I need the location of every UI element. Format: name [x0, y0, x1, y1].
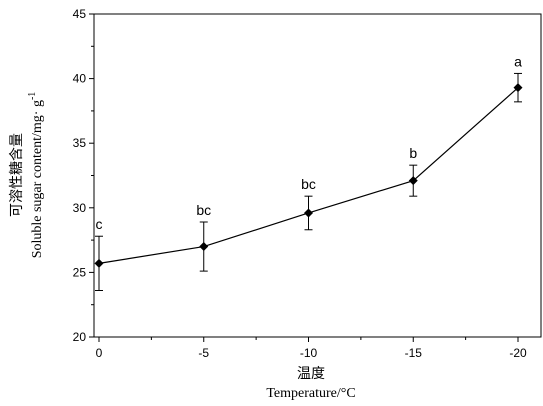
- y-tick-labels: 20 25 30 35 40 45: [73, 7, 87, 344]
- data-point-diamond: [408, 176, 418, 186]
- data-point-diamond: [304, 208, 313, 218]
- y-tick-label: 20: [73, 330, 87, 344]
- y-axis-title-superscript: -1: [27, 92, 38, 100]
- axes: [89, 13, 542, 342]
- significance-label: bc: [301, 176, 316, 192]
- y-axis-title: Soluble sugar content/mg· g-1: [27, 92, 45, 259]
- y-axis-title-main: Soluble sugar content/mg· g: [30, 100, 45, 258]
- x-tick-labels: 0 -5 -10 -15 -20: [96, 346, 527, 360]
- x-axis-title: Temperature/°C: [266, 386, 355, 401]
- y-tick-label: 35: [73, 136, 87, 150]
- significance-label: a: [514, 53, 522, 69]
- data-point-diamond: [199, 242, 209, 252]
- data-point-diamond: [94, 258, 104, 268]
- y-tick-label: 25: [73, 265, 87, 279]
- x-tick-label: -5: [198, 346, 209, 360]
- plot-frame: [93, 13, 542, 338]
- x-axis-title-cn: 温度: [297, 366, 325, 382]
- significance-label: bc: [196, 202, 211, 218]
- x-tick-label: -10: [300, 346, 318, 360]
- significance-label: b: [409, 145, 417, 161]
- y-tick-label: 40: [73, 72, 87, 86]
- significance-label: c: [96, 216, 103, 232]
- data-point-diamond: [513, 83, 523, 93]
- series-layer: c bc bc b a: [94, 53, 523, 291]
- y-tick-label: 45: [73, 7, 87, 21]
- x-tick-label: -20: [509, 346, 527, 360]
- y-tick-label: 30: [73, 201, 87, 215]
- y-axis-title-cn: 可溶性糖含量: [9, 133, 25, 217]
- x-tick-label: -15: [405, 346, 423, 360]
- x-tick-label: 0: [96, 346, 103, 360]
